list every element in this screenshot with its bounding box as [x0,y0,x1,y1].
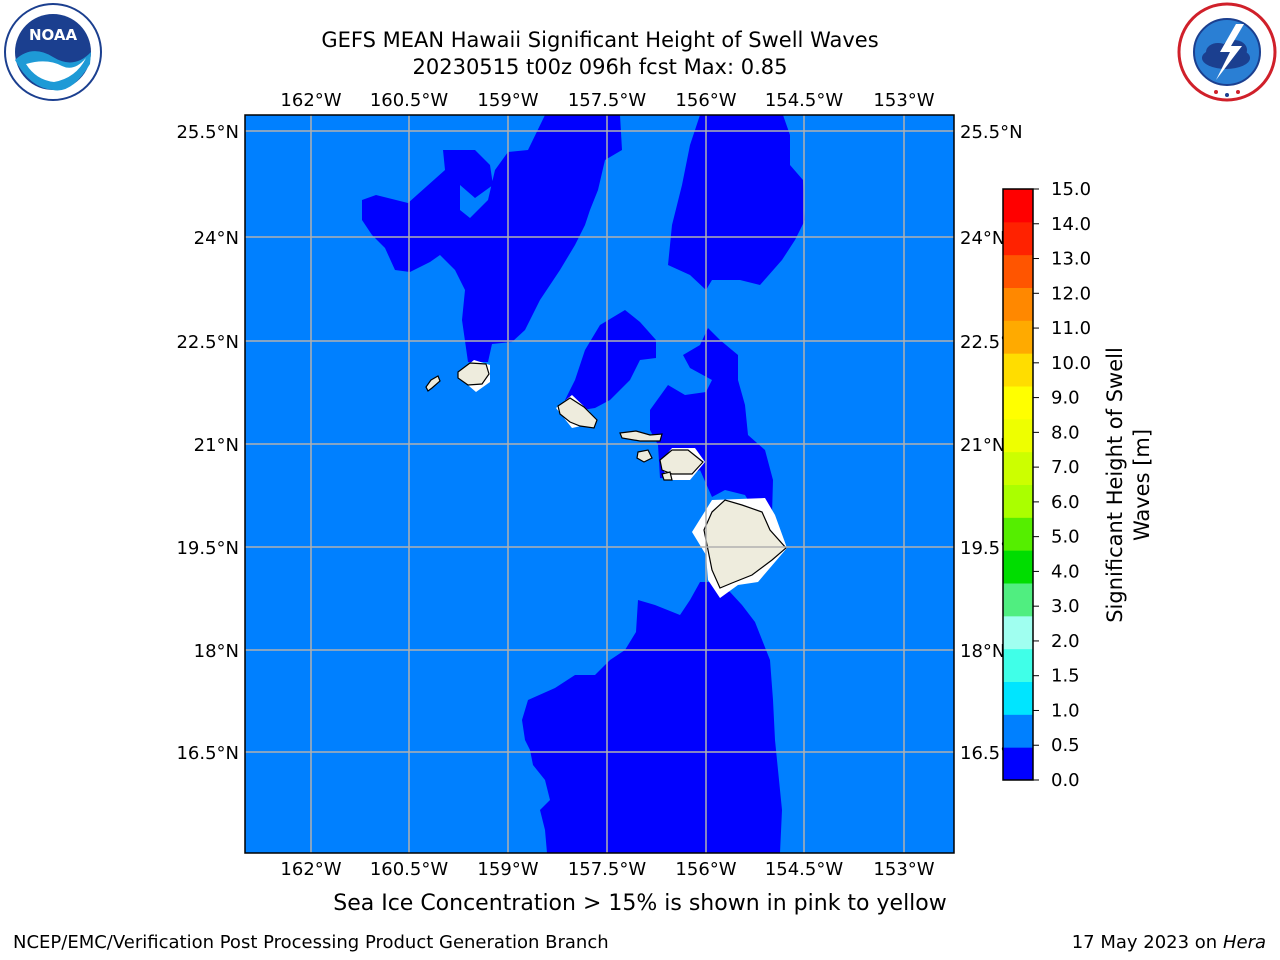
lat-label: 19.5°N [176,538,239,559]
colorbar-swatch [1003,320,1033,354]
noaa-logo-icon: NOAA [4,3,102,101]
colorbar-tick-label: 5.0 [1051,527,1080,548]
colorbar-swatch [1003,287,1033,321]
colorbar-tick-label: 0.0 [1051,770,1080,791]
colorbar-swatch [1003,386,1033,420]
lat-label: 25.5°N [176,122,239,143]
island-kahoolawe [661,471,673,481]
sea-ice-note: Sea Ice Concentration > 15% is shown in … [333,891,947,916]
swell-band-0-0.5-northeast [668,115,805,290]
colorbar [1002,188,1034,781]
colorbar-tick-label: 7.0 [1051,457,1080,478]
colorbar-tick-label: 2.0 [1051,631,1080,652]
colorbar-tick-label: 6.0 [1051,492,1080,513]
colorbar-swatch [1003,254,1033,288]
colorbar-tick-label: 11.0 [1051,318,1091,339]
colorbar-label-line2: Waves [m] [1130,429,1154,541]
colorbar-swatch [1003,714,1033,748]
lon-labels-top: 162°W 160.5°W 159°W 157.5°W 156°W 154.5°… [280,90,934,111]
lat-label: 21°N [960,435,1005,456]
colorbar-tick-label: 1.0 [1051,700,1080,721]
colorbar-tick-label: 14.0 [1051,214,1091,235]
map-frame [244,114,955,854]
generation-date: 17 May 2023 on Hera [1072,932,1266,953]
colorbar-swatch [1003,353,1033,387]
lat-label: 24°N [960,228,1005,249]
lon-label: 162°W [280,859,341,880]
swell-band-0-0.5-oahu-channel [565,310,656,410]
lon-label: 156°W [675,90,736,111]
lon-label: 157.5°W [568,859,647,880]
colorbar-swatch [1003,583,1033,617]
lon-label: 160.5°W [370,90,449,111]
nws-logo-icon [1177,2,1277,102]
date-text: 17 May 2023 on [1071,932,1218,953]
lon-label: 159°W [477,859,538,880]
island-lanai [636,449,653,463]
branch-credit: NCEP/EMC/Verification Post Processing Pr… [13,932,609,953]
lon-label: 154.5°W [765,90,844,111]
island-niihau [425,375,441,392]
lat-label: 24°N [194,228,239,249]
lon-label: 162°W [280,90,341,111]
lat-label: 21°N [194,435,239,456]
lon-label: 153°W [873,859,934,880]
colorbar-tick-label: 0.5 [1051,735,1080,756]
map-title: GEFS MEAN Hawaii Significant Height of S… [321,28,879,52]
svg-text:NOAA: NOAA [29,26,78,44]
swell-band-0-0.5-northwest [362,115,622,362]
colorbar-tick-label: 8.0 [1051,422,1080,443]
lat-label: 25.5°N [960,122,1023,143]
colorbar-swatch [1003,550,1033,584]
colorbar-tick-label: 12.0 [1051,283,1091,304]
swell-field [245,115,954,853]
host-name: Hera [1222,932,1266,953]
lat-labels-left: 25.5°N 24°N 22.5°N 21°N 19.5°N 18°N 16.5… [176,122,239,764]
island-oahu [557,397,598,429]
colorbar-tick-label: 10.0 [1051,353,1091,374]
lat-label: 18°N [960,641,1005,662]
lon-label: 157.5°W [568,90,647,111]
lon-label: 156°W [675,859,736,880]
island-hawaii [703,499,787,589]
colorbar-swatch [1003,615,1033,650]
colorbar-ticks: 0.0 0.5 1.0 1.5 2.0 3.0 4.0 5.0 6.0 7.0 8.0 9.0 10.0… [1033,179,1091,791]
colorbar-tick-label: 1.5 [1051,666,1080,687]
colorbar-swatch [1003,189,1033,223]
lat-label: 16.5°N [176,743,239,764]
lon-labels-bottom: 162°W 160.5°W 159°W 157.5°W 156°W 154.5°… [280,859,934,880]
colorbar-tick-label: 4.0 [1051,561,1080,582]
colorbar-swatch [1003,517,1033,551]
lon-label: 153°W [873,90,934,111]
colorbar-tick-label: 15.0 [1051,179,1091,200]
colorbar-tick-label: 9.0 [1051,388,1080,409]
colorbar-swatch [1003,451,1033,485]
colorbar-swatch [1003,681,1033,715]
island-kauai [457,362,490,386]
colorbar-swatch [1003,418,1033,453]
lon-label: 160.5°W [370,859,449,880]
lat-label: 22.5°N [176,332,239,353]
lon-label: 154.5°W [765,859,844,880]
colorbar-swatch [1003,221,1033,256]
island-maui [659,449,704,475]
lat-label: 18°N [194,641,239,662]
colorbar-swatch [1003,648,1033,682]
lon-label: 159°W [477,90,538,111]
colorbar-swatch [1003,484,1033,518]
map-subtitle: 20230515 t00z 096h fcst Max: 0.85 [412,55,788,79]
colorbar-tick-label: 13.0 [1051,249,1091,270]
colorbar-frame [1002,188,1034,781]
island-molokai [619,430,663,442]
colorbar-label-line1: Significant Height of Swell [1103,347,1127,623]
colorbar-tick-label: 3.0 [1051,596,1080,617]
graticule [245,115,954,853]
colorbar-swatch [1003,747,1033,781]
